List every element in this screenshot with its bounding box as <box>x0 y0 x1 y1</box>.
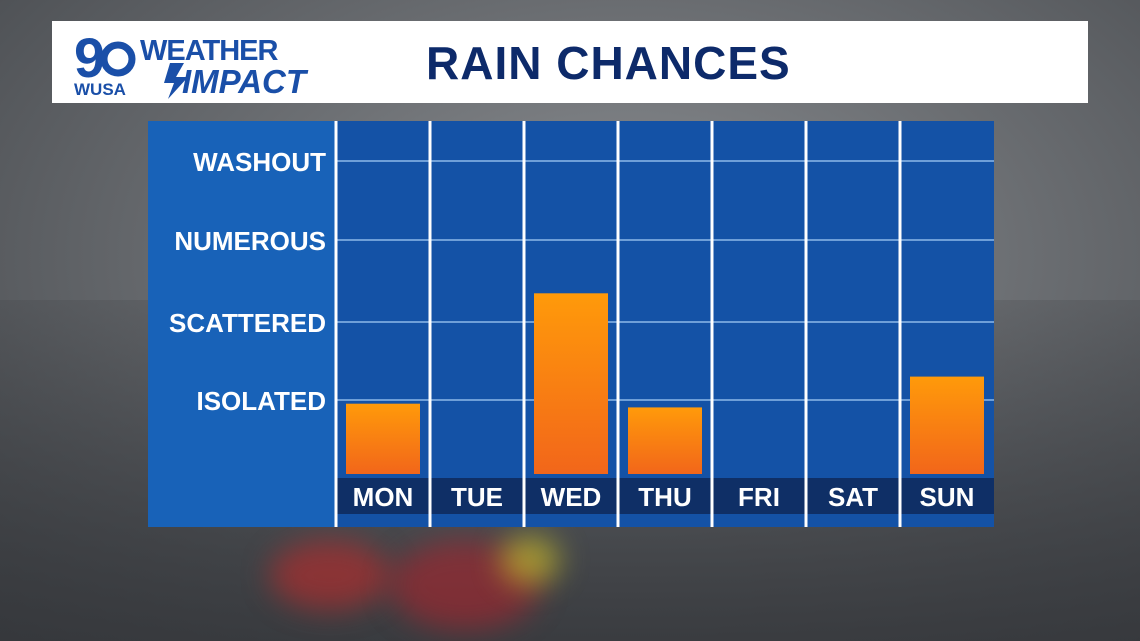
background-blur-yellow <box>500 535 560 585</box>
x-tick-label: SUN <box>920 482 975 512</box>
logo-impact: IMPACT <box>182 63 309 99</box>
bar-thu <box>628 407 702 474</box>
y-tick-label: SCATTERED <box>169 308 326 338</box>
y-tick-label: WASHOUT <box>193 147 326 177</box>
day-label-band-footer <box>336 514 994 527</box>
wusa-weather-impact-logo: 9 WUSA WEATHER IMPACT <box>74 27 309 99</box>
bar-mon <box>346 403 420 474</box>
x-tick-label: WED <box>541 482 602 512</box>
bar-sun <box>910 376 984 474</box>
page-title: RAIN CHANCES <box>426 37 791 89</box>
y-tick-label: ISOLATED <box>196 386 326 416</box>
header-bar: 9 WUSA WEATHER IMPACT RAIN CHANCES <box>52 21 1088 103</box>
y-axis-labels <box>148 121 336 527</box>
day-label-band <box>336 478 994 514</box>
y-tick-label: NUMEROUS <box>174 226 326 256</box>
lightning-bolt-icon <box>164 63 188 99</box>
x-tick-label: FRI <box>738 482 780 512</box>
x-tick-label: THU <box>638 482 691 512</box>
logo-station: WUSA <box>74 80 126 99</box>
x-tick-label: TUE <box>451 482 503 512</box>
x-tick-label: MON <box>353 482 414 512</box>
background-blur-red <box>270 540 390 610</box>
logo-channel: 9 <box>74 27 105 89</box>
x-tick-label: SAT <box>828 482 878 512</box>
logo-circle <box>100 41 136 77</box>
logo-weather: WEATHER <box>140 35 279 67</box>
bar-wed <box>534 293 608 474</box>
